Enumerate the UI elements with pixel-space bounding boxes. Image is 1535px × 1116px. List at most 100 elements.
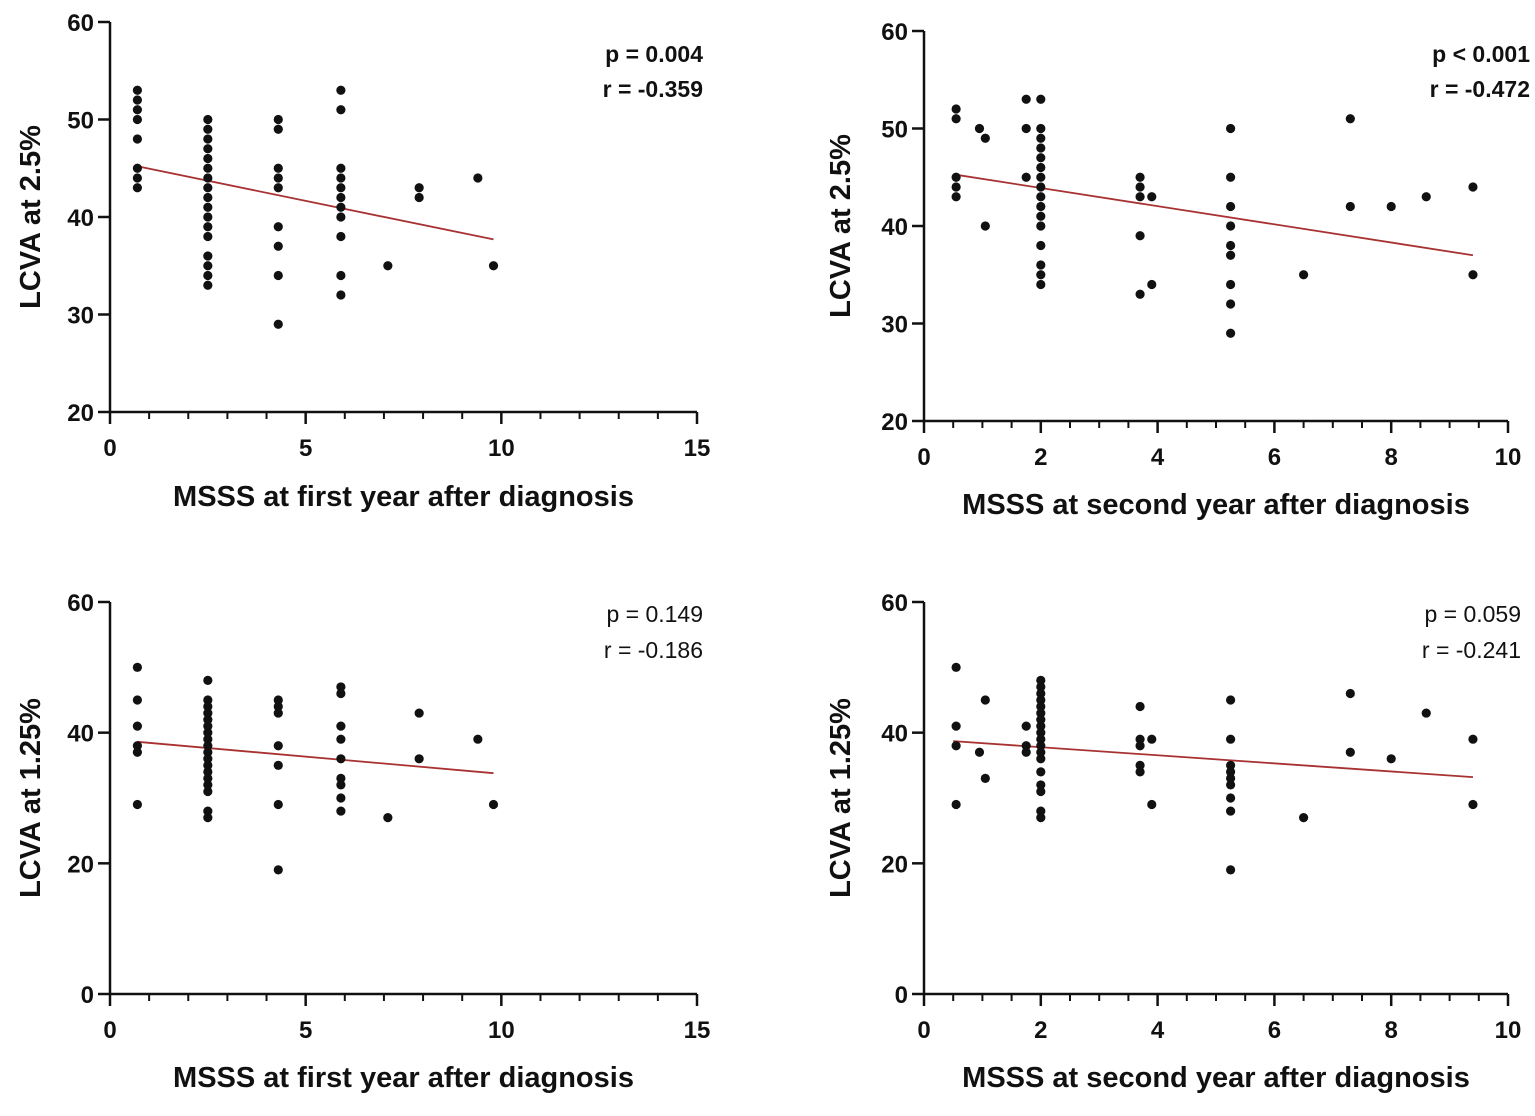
y-tick-label: 60 <box>881 19 908 46</box>
data-point <box>1299 813 1309 823</box>
data-point <box>1147 734 1157 744</box>
data-point <box>132 741 142 751</box>
data-point <box>1036 240 1046 251</box>
data-point <box>1021 721 1031 731</box>
r-value-label: r = -0.241 <box>1422 637 1521 663</box>
data-point <box>1386 201 1396 212</box>
x-tick-label: 15 <box>684 1017 711 1044</box>
y-axis-title: LCVA at 2.5% <box>825 134 857 318</box>
x-tick-label: 10 <box>1495 1017 1522 1044</box>
data-point <box>203 786 213 797</box>
data-point <box>203 721 213 731</box>
data-point <box>273 183 283 193</box>
chart-panel-bottom-right: 0 2 4 6 8 10 0 20 40 60 MSSS at second year after … <box>825 590 1521 1094</box>
data-point <box>203 701 213 712</box>
regression-line <box>953 173 1474 257</box>
x-tick-label: 2 <box>1034 444 1047 471</box>
y-tick-label: 40 <box>881 721 908 748</box>
data-point <box>1036 786 1046 797</box>
x-tick-label: 0 <box>917 444 930 471</box>
data-point <box>1226 865 1236 875</box>
data-point <box>1135 192 1145 202</box>
data-point <box>336 231 346 242</box>
p-value-label: p = 0.149 <box>606 601 703 627</box>
data-point <box>203 251 213 261</box>
data-point <box>1468 182 1478 192</box>
y-tick-label: 50 <box>67 108 94 135</box>
data-point <box>1135 182 1145 192</box>
data-point <box>951 104 961 114</box>
data-point <box>1036 675 1046 686</box>
data-point <box>1468 270 1478 280</box>
x-tick-label: 5 <box>299 435 312 462</box>
data-point <box>1036 721 1046 731</box>
data-point <box>951 662 961 672</box>
y-tick-label: 40 <box>67 205 94 232</box>
data-point <box>336 682 346 692</box>
x-axis-title: MSSS at second year after diagnosis <box>962 489 1470 521</box>
data-point <box>488 261 499 271</box>
data-point <box>1226 240 1236 251</box>
data-point <box>132 747 142 757</box>
data-point <box>1135 289 1145 299</box>
data-point <box>203 270 213 281</box>
data-point <box>1036 260 1046 270</box>
data-point <box>203 760 213 770</box>
data-point <box>1226 221 1236 231</box>
data-point <box>974 123 985 134</box>
data-point <box>273 241 283 251</box>
x-tick-label: 4 <box>1151 1017 1165 1044</box>
data-point <box>488 799 499 810</box>
y-tick-label: 0 <box>81 982 94 1009</box>
data-point <box>203 222 213 232</box>
data-point <box>1226 793 1236 803</box>
data-point <box>1226 201 1236 212</box>
data-point <box>1226 780 1236 790</box>
data-point <box>1036 780 1046 790</box>
data-point <box>1036 279 1046 290</box>
x-tick-label: 6 <box>1268 444 1281 471</box>
data-point <box>1226 299 1236 309</box>
data-point <box>1226 695 1236 705</box>
data-point <box>1036 201 1046 212</box>
data-point <box>1226 767 1236 777</box>
y-tick-label: 60 <box>67 590 94 617</box>
data-point <box>132 85 142 95</box>
data-point <box>1036 806 1046 816</box>
data-point <box>1036 715 1046 725</box>
data-point <box>1036 172 1046 182</box>
data-point <box>1226 250 1236 260</box>
data-point <box>1036 734 1046 744</box>
data-point <box>1036 741 1046 751</box>
data-point <box>1036 123 1046 134</box>
data-point <box>336 773 346 784</box>
data-point <box>1386 754 1396 764</box>
x-axis-title: MSSS at first year after diagnosis <box>173 1062 634 1094</box>
x-axis-title: MSSS at first year after diagnosis <box>173 481 634 513</box>
data-point <box>383 813 393 823</box>
data-point <box>1036 94 1046 104</box>
data-point <box>951 172 961 182</box>
r-value-label: r = -0.359 <box>603 76 703 102</box>
data-point <box>336 734 346 744</box>
data-point <box>203 728 213 738</box>
chart-panel-top-left: 0 5 10 15 20 30 40 50 60 MSSS at first year after… <box>15 10 710 513</box>
data-point <box>1135 701 1145 712</box>
data-point <box>1021 123 1031 134</box>
data-point <box>203 754 213 764</box>
data-point <box>336 806 346 816</box>
data-point <box>980 221 990 231</box>
data-point <box>132 662 142 672</box>
y-tick-label: 20 <box>67 400 94 427</box>
data-point <box>473 173 483 183</box>
data-point <box>1036 143 1046 153</box>
data-point <box>132 183 142 193</box>
y-axis-title: LCVA at 1.25% <box>825 698 857 898</box>
data-point <box>273 701 283 712</box>
data-point <box>132 695 142 705</box>
data-point <box>273 173 283 183</box>
data-point <box>203 773 213 784</box>
x-axis-title: MSSS at second year after diagnosis <box>962 1062 1470 1094</box>
data-point <box>273 799 283 810</box>
data-point <box>132 721 142 731</box>
